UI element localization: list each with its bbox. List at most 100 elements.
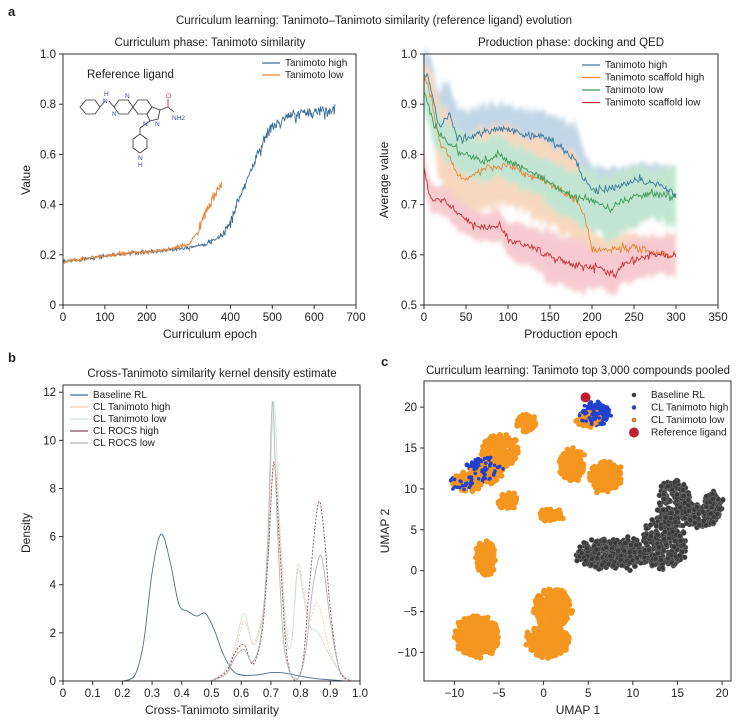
scatter-point bbox=[558, 514, 564, 520]
scatter-point bbox=[554, 640, 560, 647]
scatter-point bbox=[477, 619, 484, 626]
scatter-point bbox=[583, 557, 589, 564]
y-axis-label: UMAP 2 bbox=[378, 508, 392, 553]
y-tick-label: 20 bbox=[404, 402, 417, 414]
legend-label: Tanimoto low bbox=[285, 70, 344, 81]
scatter-point bbox=[551, 512, 558, 519]
scatter-point bbox=[495, 465, 500, 470]
x-tick-label: 0.5 bbox=[204, 688, 220, 700]
scatter-point bbox=[470, 464, 475, 468]
x-tick-label: 300 bbox=[179, 312, 198, 324]
scatter-point bbox=[570, 445, 576, 451]
scatter-point bbox=[469, 614, 475, 620]
legend-marker bbox=[629, 427, 639, 438]
scatter-point bbox=[535, 635, 541, 642]
scatter-point bbox=[562, 606, 569, 612]
scatter-point bbox=[658, 525, 664, 531]
scatter-point bbox=[593, 546, 600, 553]
scatter-point bbox=[660, 507, 666, 513]
panel-label-c: c bbox=[381, 354, 388, 369]
y-tick-label: 0.4 bbox=[40, 200, 57, 212]
scatter-point bbox=[668, 559, 675, 566]
y-tick-label: 0 bbox=[411, 566, 417, 578]
scatter-point bbox=[549, 624, 556, 630]
x-tick-label: 0.7 bbox=[263, 688, 279, 700]
confidence-bands bbox=[424, 48, 676, 297]
scatter-point bbox=[671, 479, 678, 486]
scatter-point bbox=[471, 643, 477, 650]
scatter-point bbox=[612, 539, 619, 546]
scatter-point bbox=[591, 416, 595, 420]
x-tick-label: 0 bbox=[60, 312, 66, 324]
scatter-point bbox=[491, 473, 496, 477]
scatter-point bbox=[678, 538, 684, 544]
x-tick-label: 5 bbox=[585, 688, 591, 700]
scatter-point bbox=[601, 538, 608, 545]
scatter-point bbox=[659, 565, 666, 571]
scatter-point bbox=[662, 514, 669, 521]
scatter-point bbox=[504, 492, 511, 499]
y-axis-label: Average value bbox=[377, 141, 391, 218]
atom-label: N bbox=[138, 155, 143, 162]
x-tick-label: 10 bbox=[626, 688, 639, 700]
scatter-point bbox=[462, 619, 468, 626]
scatter-point bbox=[527, 641, 533, 647]
x-tick-label: 20 bbox=[716, 688, 729, 700]
scatter-point bbox=[610, 462, 617, 469]
plot-frame bbox=[62, 53, 357, 306]
x-tick-label: 0.6 bbox=[233, 688, 249, 700]
scatter-point bbox=[552, 635, 558, 642]
scatter-point bbox=[473, 471, 478, 476]
scatter-point bbox=[663, 541, 670, 548]
scatter-point bbox=[603, 544, 610, 551]
scatter-point bbox=[626, 549, 633, 555]
scatter-point bbox=[475, 650, 482, 657]
scatter-point bbox=[598, 487, 604, 493]
scatter-point bbox=[556, 597, 562, 604]
scatter-point bbox=[533, 599, 539, 605]
scatter-point bbox=[556, 589, 563, 596]
scatter-point bbox=[501, 467, 505, 471]
y-axis-label: Value bbox=[19, 165, 33, 195]
atom-label: N bbox=[125, 93, 130, 100]
scatter-point bbox=[654, 507, 661, 513]
x-tick-label: 15 bbox=[671, 688, 684, 700]
x-tick-label: 700 bbox=[346, 312, 365, 324]
scatter-point bbox=[624, 565, 630, 571]
series-baseline-rl bbox=[573, 477, 726, 574]
legend-label: CL Tanimoto high bbox=[93, 402, 170, 413]
y-tick-label: 5 bbox=[411, 525, 417, 537]
scatter-point bbox=[687, 517, 694, 523]
scatter-point bbox=[490, 549, 497, 555]
scatter-point bbox=[622, 540, 628, 547]
scatter-point bbox=[677, 533, 683, 539]
scatter-point bbox=[581, 539, 587, 546]
scatter-point bbox=[701, 518, 707, 524]
panel-label-b: b bbox=[8, 350, 16, 365]
scatter-point bbox=[548, 640, 554, 647]
legend-marker bbox=[631, 392, 637, 398]
x-tick-label: 1.0 bbox=[352, 688, 368, 700]
scatter-point bbox=[648, 533, 654, 540]
scatter-point bbox=[535, 647, 542, 653]
x-tick-label: 0.3 bbox=[144, 688, 160, 700]
kde-chart: Cross-Tanimoto similarity kernel density… bbox=[19, 368, 368, 717]
scatter-point bbox=[515, 421, 522, 428]
scatter-point bbox=[469, 638, 476, 645]
scatter-point bbox=[671, 543, 677, 550]
panel-label-a: a bbox=[8, 4, 16, 19]
scatter-point bbox=[658, 556, 664, 563]
atom-label: N bbox=[103, 98, 108, 105]
scatter-point bbox=[710, 519, 717, 526]
scatter-point bbox=[457, 629, 463, 636]
x-tick-label: 100 bbox=[498, 312, 517, 324]
scatter-point bbox=[485, 456, 490, 461]
scatter-point bbox=[464, 647, 470, 654]
y-tick-label: 0.5 bbox=[401, 300, 417, 312]
x-tick-label: 500 bbox=[263, 312, 282, 324]
scatter-point bbox=[610, 562, 617, 569]
scatter-point bbox=[452, 633, 459, 639]
x-tick-label: 250 bbox=[624, 312, 643, 324]
scatter-point bbox=[597, 470, 603, 477]
scatter-point bbox=[676, 552, 683, 559]
